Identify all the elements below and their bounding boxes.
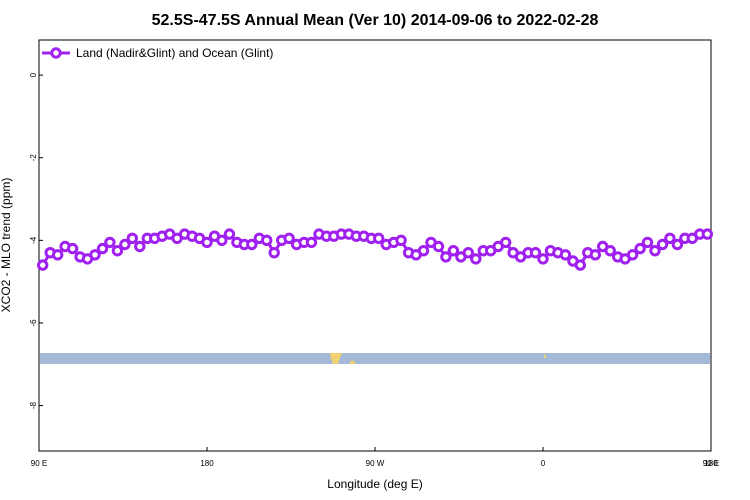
- data-point: [641, 236, 654, 249]
- data-point: [373, 232, 385, 245]
- data-point: [201, 236, 213, 249]
- data-point: [447, 245, 460, 257]
- data-point: [462, 247, 474, 259]
- legend-label: Land (Nadir&Glint) and Ocean (Glint): [76, 46, 273, 60]
- x-tick-label: 90 E: [703, 459, 719, 468]
- data-point: [283, 232, 295, 245]
- data-point: [417, 245, 430, 257]
- data-point: [223, 228, 236, 240]
- data-point: [119, 238, 131, 251]
- data-point: [66, 242, 79, 255]
- x-tick-label: 0: [541, 459, 546, 468]
- legend-marker: [50, 47, 62, 59]
- y-axis: 0 -2 -4 -6 -8: [29, 72, 43, 409]
- land-patch-small: [350, 361, 355, 364]
- y-tick-label: -4: [29, 236, 38, 244]
- data-point: [261, 234, 273, 247]
- y-tick-label: -8: [29, 401, 38, 409]
- y-tick-label: -2: [29, 154, 38, 162]
- data-point: [104, 236, 116, 249]
- data-point: [268, 247, 280, 259]
- x-tick-label: 90 E: [31, 459, 47, 468]
- data-point: [559, 249, 572, 261]
- data-point: [671, 238, 684, 251]
- chart-title: 52.5S-47.5S Annual Mean (Ver 10) 2014-09…: [152, 12, 599, 29]
- data-point: [634, 242, 646, 255]
- data-point: [574, 259, 586, 271]
- data-point: [89, 249, 101, 261]
- land-patch: [330, 353, 342, 364]
- y-axis-label: XCO2 - MLO trend (ppm): [0, 178, 13, 313]
- data-point: [52, 249, 64, 261]
- x-axis-label: Longitude (deg E): [327, 477, 422, 491]
- data-point: [589, 249, 601, 261]
- x-tick-label: 180: [200, 459, 214, 468]
- data-point: [126, 232, 139, 245]
- data-point: [500, 236, 512, 249]
- y-tick-label: 0: [29, 72, 38, 77]
- data-point: [664, 232, 676, 245]
- data-point: [216, 234, 228, 247]
- data-point: [470, 253, 482, 265]
- ocean-band: [40, 353, 710, 364]
- data-point: [432, 240, 445, 253]
- data-point: [529, 247, 542, 259]
- data-point: [111, 245, 124, 257]
- legend: Land (Nadir&Glint) and Ocean (Glint): [42, 46, 273, 60]
- data-point: [656, 238, 669, 251]
- data-point: [96, 242, 109, 255]
- data-point: [701, 228, 713, 240]
- data-point: [604, 245, 616, 257]
- data-point: [246, 238, 258, 251]
- data-point: [649, 245, 661, 257]
- series-layer: [37, 228, 713, 271]
- data-point: [134, 240, 146, 253]
- x-tick-label: 180: [704, 459, 718, 468]
- land-patch-small: [544, 355, 546, 358]
- data-point: [440, 251, 452, 263]
- x-tick-label: 90 W: [366, 459, 385, 468]
- data-point: [626, 249, 639, 261]
- data-point: [37, 259, 49, 271]
- data-point: [537, 253, 549, 265]
- y-tick-label: -6: [29, 319, 38, 327]
- data-point: [395, 234, 407, 247]
- data-point: [305, 236, 318, 249]
